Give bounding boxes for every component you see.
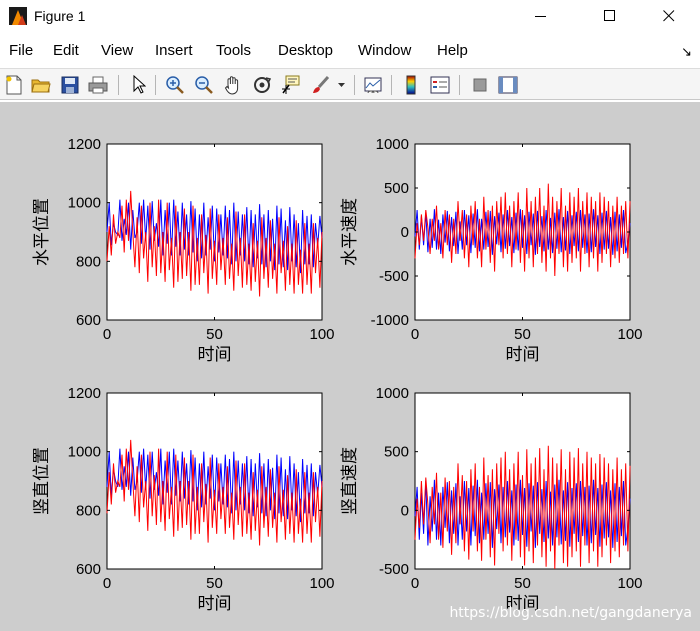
- menu-desktop[interactable]: Desktop: [278, 42, 334, 59]
- x-tick-label: 0: [103, 575, 111, 592]
- toolbar-separator: [155, 75, 156, 95]
- y-tick-label: 1200: [68, 385, 101, 402]
- y-tick-label: 1000: [376, 136, 409, 153]
- y-tick-label: 800: [76, 502, 101, 519]
- series-line-2: [414, 183, 631, 277]
- matlab-logo-icon: [9, 7, 27, 25]
- y-axis-label: 竖直速度: [340, 447, 360, 515]
- y-axis-label: 水平速度: [340, 198, 360, 266]
- x-tick-label: 50: [206, 575, 223, 592]
- x-tick-label: 100: [309, 575, 334, 592]
- y-tick-label: 600: [76, 312, 101, 329]
- window-title: Figure 1: [34, 8, 86, 24]
- y-axis-label: 水平位置: [32, 198, 52, 266]
- figure-toolbar: [0, 68, 700, 100]
- brush-icon[interactable]: [309, 73, 333, 97]
- series-line-2: [106, 190, 323, 297]
- dock-arrow-icon[interactable]: ↘: [681, 44, 692, 59]
- toolbar-separator: [459, 75, 460, 95]
- y-tick-label: 800: [76, 253, 101, 270]
- subplot-1: 0 50 100 600 800 1000 1200 时间 水平位置: [32, 136, 335, 365]
- y-tick-label: 500: [384, 444, 409, 461]
- open-file-icon[interactable]: [29, 73, 53, 97]
- axes-box[interactable]: [414, 143, 631, 321]
- brush-dropdown-icon[interactable]: [336, 73, 348, 97]
- x-axis-label: 时间: [198, 594, 232, 614]
- hide-plot-tools-icon[interactable]: [468, 73, 492, 97]
- x-tick-label: 0: [411, 326, 419, 343]
- zoom-out-icon[interactable]: [192, 73, 216, 97]
- rotate-3d-icon[interactable]: [250, 73, 274, 97]
- legend-icon[interactable]: [428, 73, 452, 97]
- y-tick-label: 0: [401, 502, 409, 519]
- save-icon[interactable]: [58, 73, 82, 97]
- y-tick-label: 1000: [68, 195, 101, 212]
- watermark: https://blog.csdn.net/gangdanerya: [449, 605, 692, 621]
- x-tick-label: 0: [411, 575, 419, 592]
- menu-insert[interactable]: Insert: [155, 42, 193, 59]
- subplot-3: 0 50 100 600 800 1000 1200 时间 竖直位置: [32, 385, 335, 614]
- y-axis-label: 竖直位置: [32, 447, 52, 515]
- x-tick-label: 100: [617, 575, 642, 592]
- minimize-button[interactable]: [518, 0, 564, 32]
- axes-box[interactable]: [106, 392, 323, 570]
- toolbar-separator: [391, 75, 392, 95]
- x-tick-label: 50: [514, 326, 531, 343]
- minimize-icon: [535, 16, 546, 17]
- colorbar-icon[interactable]: [399, 73, 423, 97]
- link-plot-icon[interactable]: [361, 73, 385, 97]
- x-tick-label: 100: [309, 326, 334, 343]
- x-axis-label: 时间: [506, 345, 540, 365]
- new-figure-icon[interactable]: [2, 73, 26, 97]
- zoom-in-icon[interactable]: [163, 73, 187, 97]
- series-line-1: [414, 209, 631, 255]
- x-tick-label: 50: [514, 575, 531, 592]
- series-line-2: [106, 439, 323, 546]
- menu-view[interactable]: View: [101, 42, 134, 59]
- y-tick-label: -500: [379, 561, 409, 578]
- pan-icon[interactable]: [221, 73, 245, 97]
- series-line-1: [106, 448, 323, 523]
- close-button[interactable]: [646, 0, 692, 32]
- maximize-icon: [604, 10, 615, 21]
- x-tick-label: 0: [103, 326, 111, 343]
- toolbar-separator: [118, 75, 119, 95]
- toolbar-separator: [354, 75, 355, 95]
- print-icon[interactable]: [86, 73, 110, 97]
- series-line-1: [106, 199, 323, 274]
- menu-edit[interactable]: Edit: [53, 42, 79, 59]
- figure-canvas: 0 50 100 600 800 1000 1200 时间 水平位置 0 50 100 -1000 -50…: [0, 102, 700, 631]
- subplot-2: 0 50 100 -1000 -500 0 500 1000 时间 水平速度: [340, 136, 643, 365]
- y-tick-label: -1000: [371, 312, 409, 329]
- y-tick-label: 500: [384, 180, 409, 197]
- maximize-button[interactable]: [587, 0, 633, 32]
- menu-bar: File Edit View Insert Tools Desktop Wind…: [0, 37, 700, 65]
- y-tick-label: -500: [379, 268, 409, 285]
- menu-tools[interactable]: Tools: [216, 42, 252, 59]
- title-bar: Figure 1: [0, 0, 700, 34]
- axes-box[interactable]: [106, 143, 323, 321]
- close-icon: [663, 10, 675, 22]
- show-plot-tools-icon[interactable]: [496, 73, 520, 97]
- x-axis-label: 时间: [506, 594, 540, 614]
- x-tick-label: 100: [617, 326, 642, 343]
- pointer-icon[interactable]: [127, 73, 151, 97]
- x-tick-label: 50: [206, 326, 223, 343]
- y-tick-label: 1200: [68, 136, 101, 153]
- menu-window[interactable]: Window: [358, 42, 412, 59]
- y-tick-label: 0: [401, 224, 409, 241]
- menu-help[interactable]: Help: [437, 42, 468, 59]
- series-line-2: [414, 445, 631, 570]
- series-line-1: [414, 479, 631, 548]
- menu-file[interactable]: File: [9, 42, 34, 59]
- y-tick-label: 1000: [376, 385, 409, 402]
- data-cursor-icon[interactable]: [279, 73, 303, 97]
- y-tick-label: 1000: [68, 444, 101, 461]
- y-tick-label: 600: [76, 561, 101, 578]
- x-axis-label: 时间: [198, 345, 232, 365]
